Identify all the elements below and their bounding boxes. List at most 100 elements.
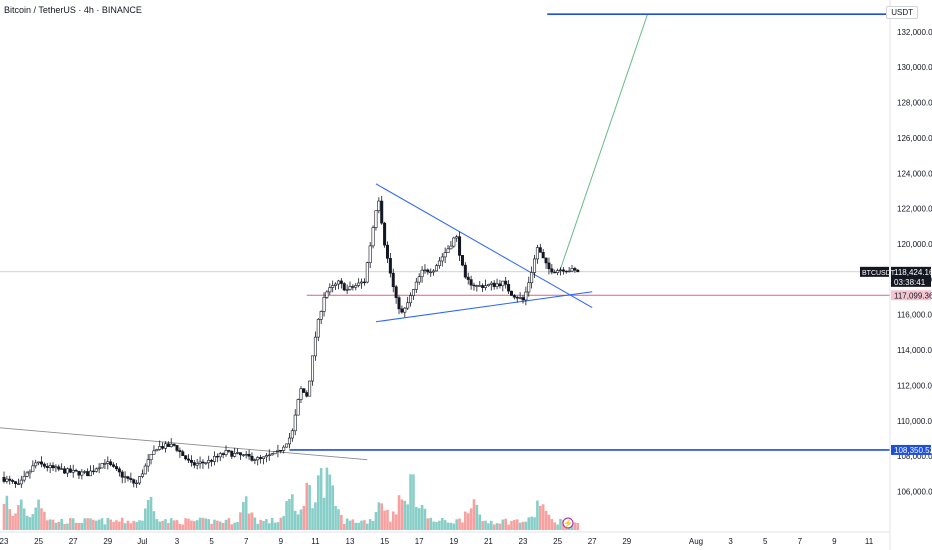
volume-bar	[348, 520, 352, 530]
symbol-tag-text: BTCUSDT	[862, 270, 896, 277]
candle-body	[530, 272, 534, 284]
candle-body	[403, 307, 407, 313]
candle-body	[189, 459, 193, 463]
candle-body	[270, 453, 274, 456]
volume-bar	[386, 509, 389, 530]
volume-bar	[169, 518, 173, 530]
volume-bar	[236, 522, 239, 530]
volume-bar	[190, 520, 193, 530]
x-tick-label: 5	[209, 537, 214, 546]
candle-body	[380, 200, 384, 224]
candle-body	[135, 482, 139, 485]
candle-body	[89, 470, 93, 477]
candle-body	[201, 461, 205, 464]
candle-body	[345, 289, 349, 291]
candle-body	[19, 479, 23, 485]
volume-bar	[187, 518, 190, 530]
candle-body	[138, 476, 142, 484]
volume-bar	[94, 520, 98, 530]
volume-bar	[504, 518, 507, 530]
volume-bar	[175, 520, 179, 530]
volume-bar	[446, 522, 450, 530]
volume-bar	[466, 513, 470, 530]
x-tick-label: 23	[0, 537, 9, 546]
candle-body	[91, 470, 95, 473]
candle-body	[426, 269, 430, 273]
volume-bar	[267, 523, 271, 530]
last-price-tag-countdown: 03:38:41	[894, 278, 926, 287]
volume-bar	[391, 511, 395, 530]
volume-bar	[109, 519, 112, 530]
candle-body	[397, 297, 401, 310]
candle-body	[28, 470, 32, 474]
volume-bar	[201, 517, 205, 530]
volume-bar	[273, 522, 277, 530]
volume-bar	[498, 523, 502, 530]
volume-bar	[426, 518, 430, 530]
candle-body	[553, 271, 557, 274]
candle-body	[215, 455, 219, 458]
volume-bar	[374, 512, 378, 530]
volume-bar	[282, 516, 285, 530]
symbol-tag-bg	[860, 266, 889, 277]
candle-body	[564, 270, 568, 273]
volume-bar	[195, 520, 199, 530]
candle-body	[86, 471, 90, 477]
volume-bar	[265, 519, 268, 530]
volume-bar	[250, 512, 254, 530]
volume-bar	[403, 500, 407, 530]
volume-bar	[138, 520, 141, 530]
volume-bar	[461, 522, 464, 530]
candle-body	[45, 466, 49, 468]
volume-bar	[247, 513, 251, 530]
x-tick-label: 7	[244, 537, 249, 546]
volume-bar	[25, 515, 29, 530]
candle-body	[547, 262, 551, 270]
volume-bar	[455, 519, 458, 530]
candle-body	[39, 461, 43, 465]
candle-body	[8, 478, 12, 481]
volume-bar	[518, 522, 522, 530]
volume-bar	[198, 517, 202, 530]
volume-bar	[319, 468, 323, 530]
volume-bar	[48, 519, 52, 530]
volume-bar	[316, 475, 320, 530]
volume-bar	[515, 519, 519, 530]
volume-bar	[389, 521, 392, 530]
x-tick-label: 25	[34, 537, 43, 546]
candle-body	[316, 319, 320, 338]
x-tick-label: 29	[103, 537, 112, 546]
candle-body	[106, 461, 110, 464]
candle-body	[112, 464, 116, 467]
candle-body	[195, 463, 199, 466]
volume-bar	[539, 505, 542, 530]
candle-body	[227, 450, 231, 452]
y-tick-label: 108,000.00	[897, 452, 932, 461]
volume-bar	[244, 496, 248, 530]
candle-body	[409, 295, 413, 304]
candle-body	[146, 459, 150, 467]
volume-bars	[2, 467, 580, 530]
candle-body	[339, 280, 343, 284]
candle-body	[460, 255, 464, 266]
y-tick-label: 130,000.00	[897, 63, 932, 72]
candle-body	[325, 291, 329, 298]
volume-bar	[60, 518, 63, 530]
candle-body	[544, 257, 548, 264]
candle-body	[535, 247, 539, 260]
volume-bar	[8, 509, 12, 530]
candle-body	[371, 227, 375, 247]
candle-body	[244, 453, 248, 456]
volume-bar	[553, 522, 557, 530]
candle-body	[299, 388, 303, 400]
volume-bar	[22, 508, 26, 530]
volume-bar	[221, 522, 225, 530]
currency-label[interactable]: USDT	[886, 6, 918, 19]
candle-body	[166, 443, 170, 447]
candle-body	[22, 476, 26, 481]
candle-body	[417, 276, 421, 283]
candle-body	[383, 222, 387, 246]
volume-bar	[141, 520, 144, 530]
volume-bar	[322, 497, 326, 530]
